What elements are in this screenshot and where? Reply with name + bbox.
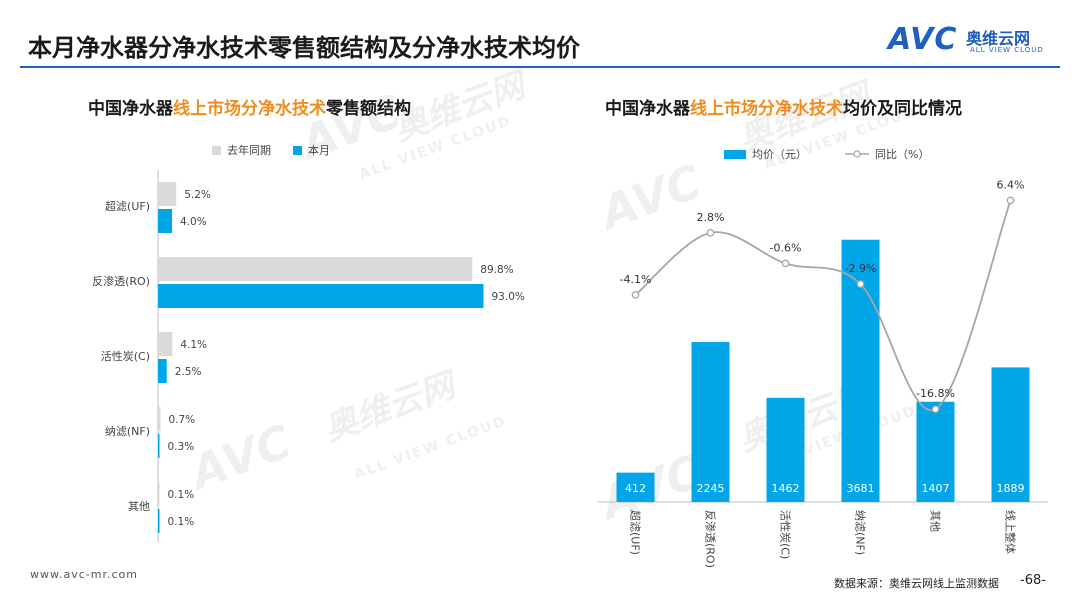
bar-value-label: 2245	[697, 482, 725, 495]
bar-curr	[158, 509, 160, 533]
brand-logo: AVC 奥维云网 ALL VIEW CLOUD	[888, 22, 1058, 62]
bar-prev	[158, 482, 160, 506]
data-label: 5.2%	[184, 189, 211, 201]
yoy-point	[781, 259, 790, 268]
price-bar	[991, 367, 1030, 502]
yoy-point	[856, 280, 865, 288]
category-label: 反渗透(RO)	[704, 510, 718, 568]
data-label: 89.8%	[480, 264, 513, 276]
yoy-label: -16.8%	[916, 387, 955, 400]
left-title-pre: 中国净水器	[88, 99, 173, 119]
legend-label-prev: 去年同期	[227, 144, 271, 157]
legend-label-curr: 本月	[308, 144, 330, 157]
bar-prev	[158, 257, 473, 281]
bar-prev	[158, 407, 161, 431]
data-label: 0.1%	[168, 489, 195, 501]
bar-prev	[158, 182, 177, 206]
legend-swatch-bar	[724, 149, 746, 159]
category-label: 反渗透(RO)	[92, 274, 150, 288]
logo-mark: AVC	[888, 22, 958, 57]
category-label: 活性炭(C)	[779, 510, 793, 559]
category-label: 线上整体	[1004, 510, 1018, 554]
yoy-label: 6.4%	[997, 178, 1025, 191]
left-chart-title: 中国净水器线上市场分净水技术零售额结构	[88, 94, 411, 119]
bar-curr	[158, 284, 484, 308]
right-chart-legend: 均价（元） 同比（%）	[724, 146, 929, 162]
category-label: 超滤(UF)	[105, 199, 150, 213]
bar-curr	[158, 359, 167, 383]
yoy-label: -0.6%	[770, 241, 802, 254]
legend-swatch-prev	[212, 145, 221, 155]
price-bar	[916, 401, 955, 502]
category-label: 纳滤(NF)	[105, 425, 150, 438]
footer-url: www.avc-mr.com	[30, 568, 138, 581]
legend-swatch-line	[845, 150, 869, 158]
yoy-label: -4.1%	[620, 273, 652, 286]
bar-value-label: 1462	[772, 482, 800, 495]
price-bar	[616, 472, 655, 502]
right-chart-title: 中国净水器线上市场分净水技术均价及同比情况	[605, 94, 962, 119]
right-title-post: 均价及同比情况	[843, 99, 962, 119]
left-title-post: 零售额结构	[326, 99, 411, 119]
data-label: 0.3%	[168, 441, 195, 453]
data-label: 0.1%	[168, 516, 195, 528]
logo-name-en: ALL VIEW CLOUD	[970, 46, 1044, 54]
data-label: 2.5%	[175, 366, 202, 378]
category-label: 超滤(UF)	[629, 510, 643, 555]
header-divider	[20, 66, 1060, 68]
price-bar	[766, 397, 805, 502]
right-combo-chart: 412 超滤(UF) 2245 反渗透(RO) 1462 活性炭(C) 3681 纳滤(NF)…	[598, 178, 1048, 568]
left-chart-legend: 去年同期 本月	[212, 142, 330, 158]
logo-name-cn: 奥维云网	[966, 29, 1031, 48]
right-title-highlight: 线上市场分净水技术	[690, 99, 843, 119]
yoy-point	[1006, 196, 1015, 205]
footer-source: 数据来源：奥维云网线上监测数据	[834, 577, 999, 590]
price-bar	[691, 342, 730, 502]
legend-swatch-curr	[293, 145, 302, 155]
data-label: 4.1%	[180, 339, 207, 351]
bar-value-label: 3681	[847, 482, 875, 495]
category-label: 其他	[128, 500, 150, 513]
yoy-label: -2.9%	[845, 262, 877, 275]
left-bar-chart: 超滤(UF) 5.2% 4.0% 反渗透(RO) 89.8% 93.0% 活性炭(C) 4.1…	[92, 170, 525, 542]
yoy-point	[631, 291, 640, 299]
left-title-highlight: 线上市场分净水技术	[173, 99, 326, 119]
page-title: 本月净水器分净水技术零售额结构及分净水技术均价	[28, 34, 580, 62]
category-label: 纳滤(NF)	[854, 510, 867, 555]
data-label: 0.7%	[168, 414, 195, 426]
bar-value-label: 1889	[997, 482, 1025, 495]
yoy-label: 2.8%	[697, 211, 725, 224]
right-title-pre: 中国净水器	[605, 99, 690, 119]
bar-curr	[158, 209, 172, 233]
data-label: 4.0%	[180, 216, 207, 228]
legend-label-bar: 均价（元）	[752, 148, 807, 161]
data-label: 93.0%	[492, 291, 525, 303]
price-bar	[841, 239, 880, 502]
yoy-point	[706, 228, 715, 237]
legend-label-line: 同比（%）	[875, 148, 930, 161]
bar-value-label: 412	[625, 482, 646, 495]
bar-curr	[158, 434, 160, 458]
bar-prev	[158, 332, 173, 356]
category-label: 活性炭(C)	[101, 349, 150, 363]
bar-value-label: 1407	[922, 482, 950, 495]
yoy-point	[931, 405, 940, 414]
page-number: -68-	[1020, 573, 1046, 588]
category-label: 其他	[929, 510, 942, 532]
